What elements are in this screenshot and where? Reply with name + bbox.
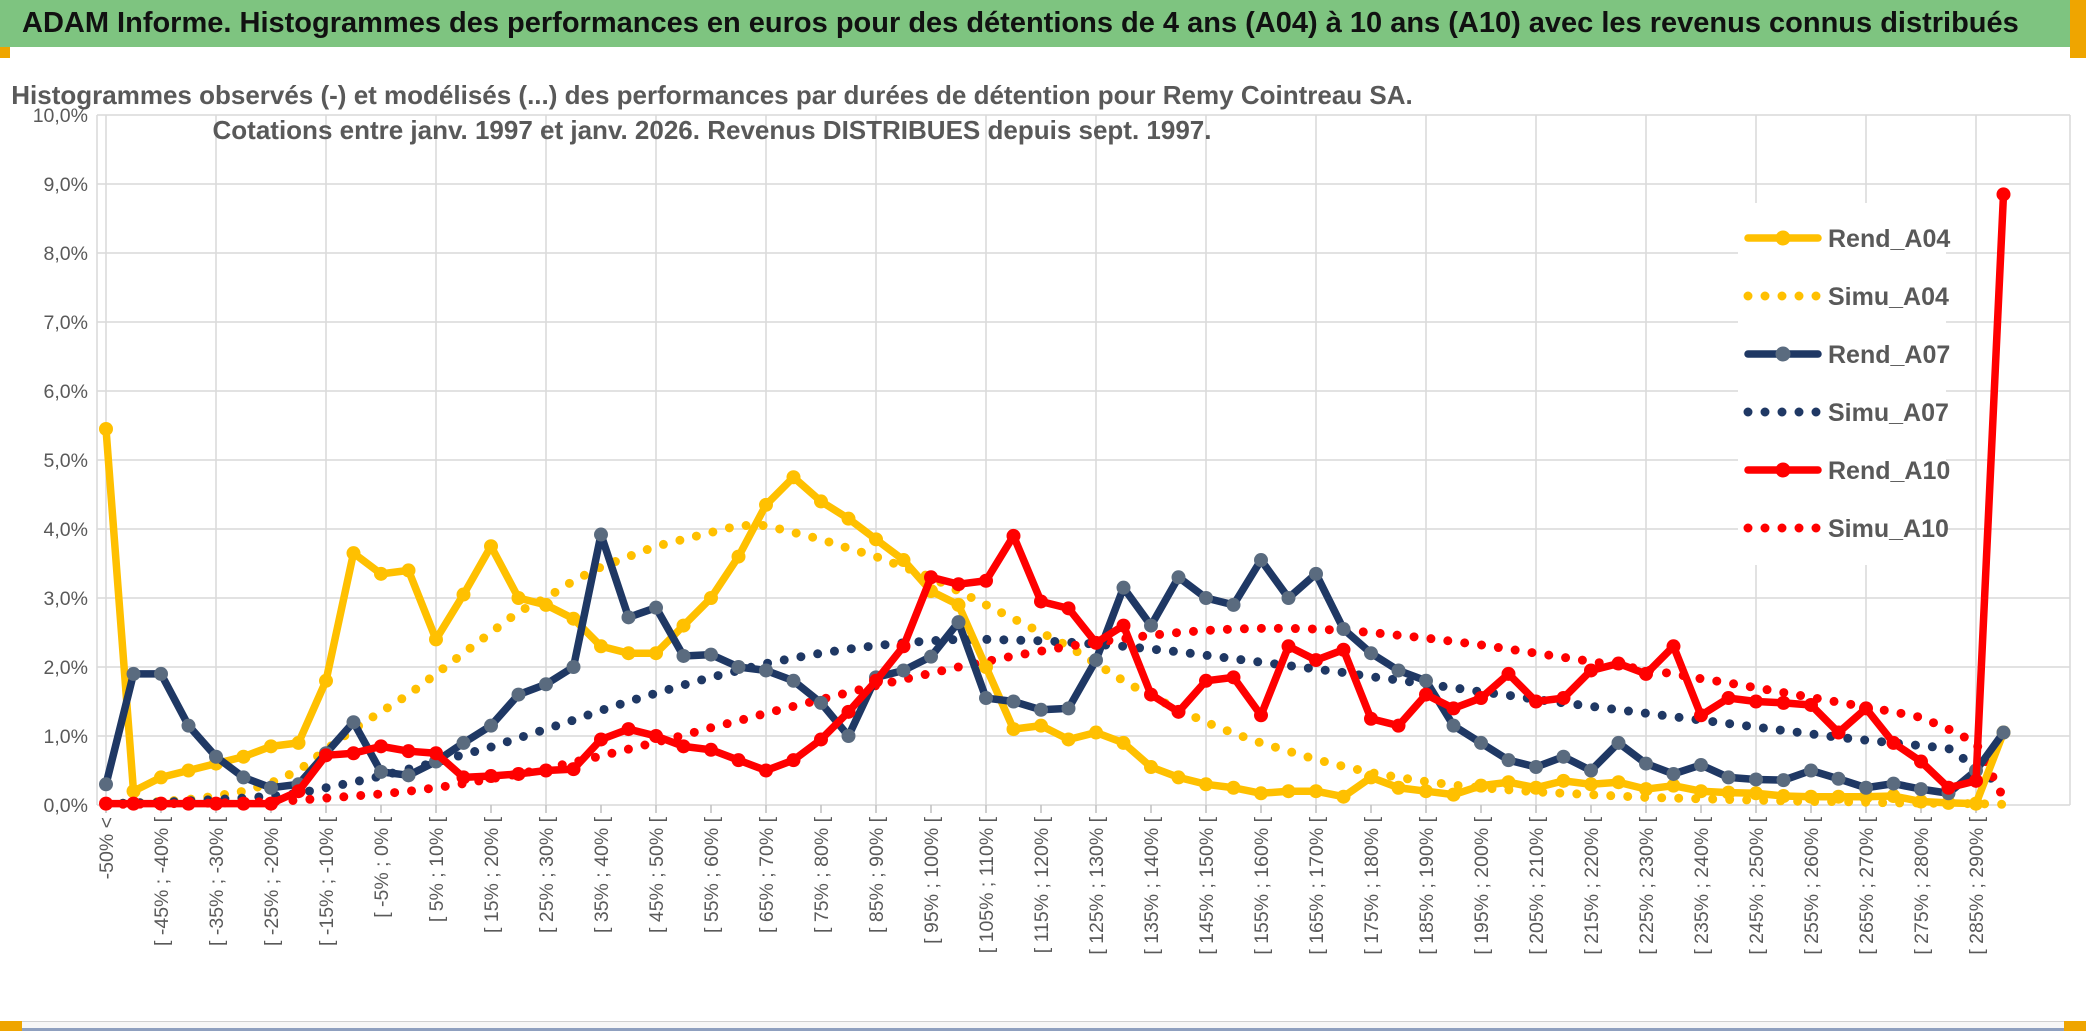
svg-text:[ 215% ; 220% [: [ 215% ; 220% [ [1581, 816, 1603, 954]
svg-text:[ 265% ; 270% [: [ 265% ; 270% [ [1856, 816, 1878, 954]
series-Rend_A04 [99, 421, 2011, 811]
svg-text:Simu_A10: Simu_A10 [1828, 515, 1949, 543]
accent-top-left [0, 47, 10, 58]
svg-text:[ -45% ; -40% [: [ -45% ; -40% [ [151, 816, 173, 946]
svg-text:[ 205% ; 210% [: [ 205% ; 210% [ [1526, 816, 1548, 954]
svg-text:[ 115% ; 120% [: [ 115% ; 120% [ [1031, 816, 1053, 953]
legend-item-Simu_A04: Simu_A04 [1743, 283, 1949, 311]
series-Simu_A04 [101, 521, 2008, 809]
svg-text:Histogrammes observés (-) et m: Histogrammes observés (-) et modélisés (… [11, 80, 1412, 110]
svg-text:3,0%: 3,0% [44, 588, 88, 610]
svg-text:10,0%: 10,0% [33, 105, 88, 127]
svg-text:[ 235% ; 240% [: [ 235% ; 240% [ [1691, 816, 1713, 954]
series-Simu_A07 [101, 634, 2008, 809]
svg-text:[ 135% ; 140% [: [ 135% ; 140% [ [1141, 816, 1163, 954]
svg-text:1,0%: 1,0% [44, 726, 88, 748]
svg-text:[ 245% ; 250% [: [ 245% ; 250% [ [1746, 816, 1768, 954]
svg-text:[ 145% ; 150% [: [ 145% ; 150% [ [1196, 816, 1218, 954]
series-Rend_A10 [99, 187, 2011, 811]
page-title: ADAM Informe. Histogrammes des performan… [22, 7, 2019, 39]
svg-text:0,0%: 0,0% [44, 795, 88, 817]
svg-text:5,0%: 5,0% [44, 450, 88, 472]
svg-text:[ -15% ; -10% [: [ -15% ; -10% [ [316, 816, 338, 946]
svg-text:[ 85% ; 90% [: [ 85% ; 90% [ [866, 816, 888, 933]
svg-text:Rend_A04: Rend_A04 [1828, 225, 1950, 253]
gridlines [96, 114, 2071, 806]
svg-text:[ 75% ; 80% [: [ 75% ; 80% [ [811, 816, 833, 933]
svg-text:8,0%: 8,0% [44, 243, 88, 265]
y-axis-labels: 0,0% 1,0% 2,0% 3,0% 4,0% 5,0% 6,0% 7,0% 8,0% 9,0%… [33, 105, 88, 817]
svg-text:[ 55% ; 60% [: [ 55% ; 60% [ [701, 816, 723, 933]
svg-text:-50% <: -50% < [96, 817, 118, 879]
svg-text:[ 35% ; 40% [: [ 35% ; 40% [ [591, 816, 613, 933]
legend-item-Rend_A04: Rend_A04 [1744, 225, 1950, 253]
svg-text:[ 255% ; 260% [: [ 255% ; 260% [ [1801, 816, 1823, 954]
svg-text:[ 285% ; 290% [: [ 285% ; 290% [ [1966, 816, 1988, 954]
footer-bottom-line [0, 1028, 2086, 1031]
legend-item-Rend_A07: Rend_A07 [1744, 341, 1950, 369]
svg-text:4,0%: 4,0% [44, 519, 88, 541]
chart-title: Histogrammes observés (-) et modélisés (… [11, 80, 1412, 145]
x-axis-labels: -50% < [ -45% ; -40% [ [ -35% ; -30% [ [ -2… [96, 805, 1988, 955]
svg-text:7,0%: 7,0% [44, 312, 88, 334]
svg-text:[ -35% ; -30% [: [ -35% ; -30% [ [206, 816, 228, 946]
svg-text:[ -5% ; 0% [: [ -5% ; 0% [ [371, 816, 393, 917]
legend-item-Rend_A10: Rend_A10 [1744, 457, 1950, 485]
svg-text:[ 165% ; 170% [: [ 165% ; 170% [ [1306, 816, 1328, 954]
svg-text:[ 15% ; 20% [: [ 15% ; 20% [ [481, 816, 503, 933]
legend-item-Simu_A07: Simu_A07 [1743, 399, 1949, 427]
legend-item-Simu_A10: Simu_A10 [1743, 515, 1949, 543]
svg-text:[ 105% ; 110% [: [ 105% ; 110% [ [976, 816, 998, 953]
svg-text:Simu_A07: Simu_A07 [1828, 399, 1949, 427]
svg-text:Simu_A04: Simu_A04 [1828, 283, 1949, 311]
svg-text:[ 195% ; 200% [: [ 195% ; 200% [ [1471, 816, 1493, 954]
svg-text:[ 155% ; 160% [: [ 155% ; 160% [ [1251, 816, 1273, 954]
svg-text:[ 25% ; 30% [: [ 25% ; 30% [ [536, 816, 558, 933]
header-bar: ADAM Informe. Histogrammes des performan… [0, 0, 2086, 47]
series-Simu_A10 [101, 623, 2008, 809]
svg-text:[ 95% ; 100% [: [ 95% ; 100% [ [921, 816, 943, 943]
svg-text:6,0%: 6,0% [44, 381, 88, 403]
svg-text:[ 175% ; 180% [: [ 175% ; 180% [ [1361, 816, 1383, 954]
svg-text:[ -25% ; -20% [: [ -25% ; -20% [ [261, 816, 283, 946]
svg-text:[ 125% ; 130% [: [ 125% ; 130% [ [1086, 816, 1108, 954]
accent-bottom-left [0, 1021, 22, 1031]
series-Rend_A07 [99, 527, 2011, 801]
svg-text:[ 275% ; 280% [: [ 275% ; 280% [ [1911, 816, 1933, 954]
svg-text:[ 5% ; 10% [: [ 5% ; 10% [ [426, 816, 448, 922]
svg-text:[ 225% ; 230% [: [ 225% ; 230% [ [1636, 816, 1658, 954]
svg-text:Rend_A10: Rend_A10 [1828, 457, 1950, 485]
footer-strip [0, 1021, 2086, 1031]
svg-text:2,0%: 2,0% [44, 657, 88, 679]
legend: Rend_A04 Simu_A04 Rend_A07 Simu_A07 Rend_A10… [1738, 203, 1950, 565]
svg-text:Rend_A07: Rend_A07 [1828, 341, 1950, 369]
svg-text:[ 65% ; 70% [: [ 65% ; 70% [ [756, 816, 778, 933]
svg-text:9,0%: 9,0% [44, 174, 88, 196]
accent-bottom-right [2064, 1021, 2086, 1031]
svg-text:[ 185% ; 190% [: [ 185% ; 190% [ [1416, 816, 1438, 954]
svg-text:[ 45% ; 50% [: [ 45% ; 50% [ [646, 816, 668, 933]
svg-text:Cotations entre janv. 1997 et: Cotations entre janv. 1997 et janv. 2026… [213, 115, 1212, 145]
accent-top-right [2070, 0, 2086, 58]
